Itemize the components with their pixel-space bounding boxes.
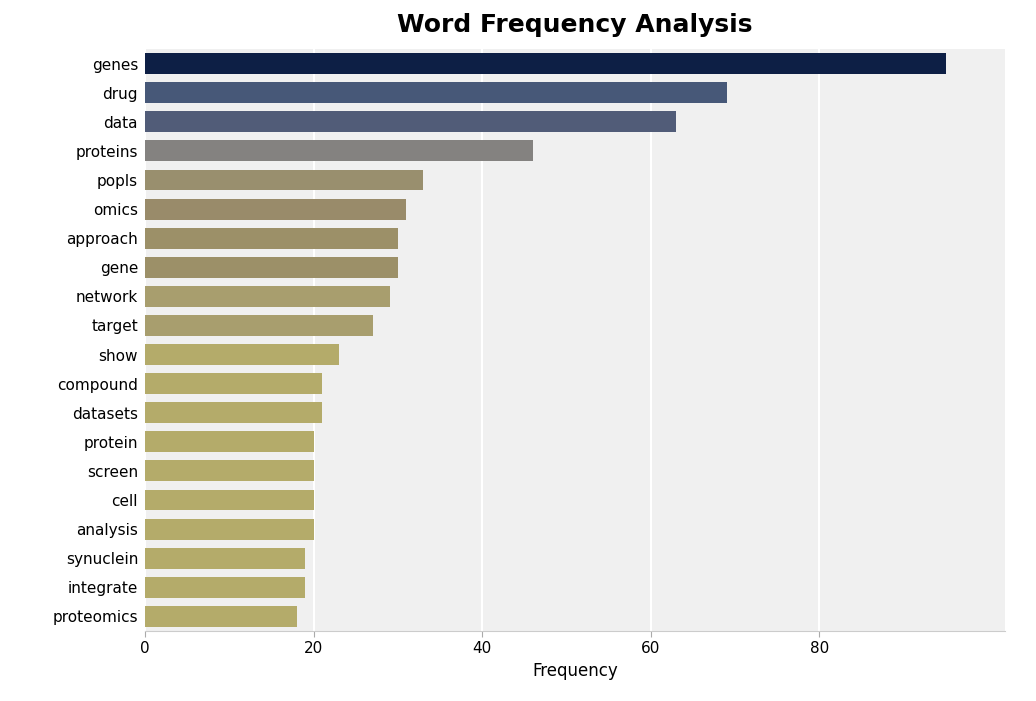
Bar	[145, 198, 406, 219]
Title: Word Frequency Analysis: Word Frequency Analysis	[397, 13, 753, 37]
Bar	[145, 140, 533, 161]
Bar	[145, 82, 726, 103]
X-axis label: Frequency: Frequency	[533, 662, 617, 680]
Bar	[145, 373, 322, 394]
Bar	[145, 461, 314, 482]
Bar	[145, 577, 306, 598]
Bar	[145, 344, 339, 365]
Bar	[145, 606, 296, 627]
Bar	[145, 315, 373, 336]
Bar	[145, 228, 398, 249]
Bar	[145, 519, 314, 540]
Bar	[145, 53, 946, 74]
Bar	[145, 257, 398, 278]
Bar	[145, 402, 322, 423]
Bar	[145, 547, 306, 569]
Bar	[145, 170, 424, 191]
Bar	[145, 489, 314, 510]
Bar	[145, 431, 314, 452]
Bar	[145, 111, 677, 132]
Bar	[145, 286, 390, 307]
